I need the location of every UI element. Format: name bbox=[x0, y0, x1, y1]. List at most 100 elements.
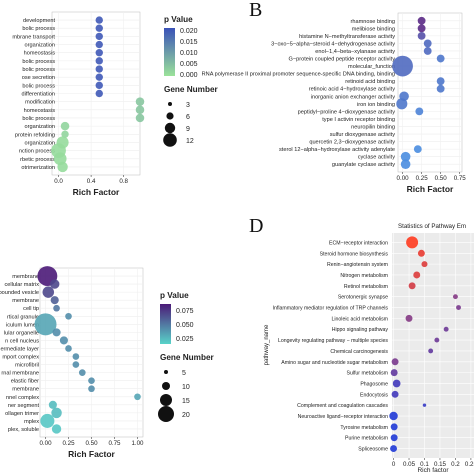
category-label: Nitrogen metabolism bbox=[340, 273, 388, 279]
data-point bbox=[417, 24, 426, 33]
legend-color-tick: 0.000 bbox=[180, 72, 198, 79]
data-point bbox=[434, 337, 440, 343]
data-point bbox=[51, 407, 62, 419]
category-label: Serotonergic synapse bbox=[338, 295, 388, 301]
panel-c-chart: membrane cellular matrix lane-bounded vesi… bbox=[0, 266, 215, 459]
data-point bbox=[95, 81, 103, 90]
category-label: retinoid acid binding bbox=[345, 79, 395, 85]
data-point bbox=[95, 57, 103, 65]
data-point bbox=[134, 393, 141, 401]
data-point bbox=[78, 369, 86, 376]
category-label: bolic process bbox=[22, 116, 55, 122]
category-label: nnel complex bbox=[6, 395, 39, 401]
data-point bbox=[95, 89, 103, 98]
category-label: Hippo signaling pathway bbox=[332, 327, 389, 333]
data-point bbox=[65, 312, 72, 320]
panel-label-d: D bbox=[249, 215, 263, 237]
legend-color-tick: 0.075 bbox=[176, 308, 194, 315]
data-point bbox=[53, 304, 60, 312]
data-point bbox=[65, 345, 72, 352]
x-tick-label: 0.75 bbox=[108, 440, 121, 447]
category-label: Neuroactive ligand−receptor interaction bbox=[298, 414, 389, 420]
data-point bbox=[95, 32, 103, 41]
x-axis-title: Rich Factor bbox=[68, 449, 115, 459]
legend-size-tick: 5 bbox=[182, 370, 186, 377]
legend-size-tick: 3 bbox=[186, 102, 190, 109]
x-tick-label: 0.0 bbox=[54, 178, 63, 185]
legend-size-dot bbox=[166, 112, 174, 120]
x-tick-label: 0.05 bbox=[403, 461, 416, 468]
x-tick-label: 0.75 bbox=[454, 175, 467, 182]
panel-a-chart: development bolic process mbrane transport… bbox=[12, 11, 219, 197]
category-label: Longevity regulating pathway − multiple … bbox=[278, 338, 388, 344]
data-point bbox=[95, 73, 103, 81]
data-point bbox=[391, 390, 399, 398]
data-point bbox=[72, 361, 80, 368]
category-label: RNA polymerase II proximal promoter sequ… bbox=[202, 72, 395, 78]
category-label: nction process bbox=[19, 149, 55, 155]
data-point bbox=[423, 39, 432, 48]
category-label: n cell nucleus bbox=[5, 338, 39, 344]
legend-size-dot bbox=[158, 406, 174, 422]
category-label: guanylate cyclase activity bbox=[332, 162, 395, 168]
category-label: cellular matrix bbox=[4, 282, 39, 288]
x-tick-label: 0.15 bbox=[434, 461, 447, 468]
category-label: iron ion binding bbox=[357, 102, 395, 108]
category-label: bolic process bbox=[22, 83, 55, 89]
category-label: melibiose binding bbox=[352, 26, 395, 32]
legend-color-tick: 0.015 bbox=[180, 39, 198, 46]
data-point bbox=[436, 77, 445, 86]
category-label: modification bbox=[25, 100, 55, 106]
category-label: organization bbox=[25, 140, 55, 146]
data-point bbox=[34, 313, 57, 336]
category-label: elastic fiber bbox=[11, 379, 39, 385]
category-label: Renin−angiotensin system bbox=[327, 262, 388, 268]
data-point bbox=[413, 145, 422, 154]
legend-size-dot bbox=[163, 133, 177, 147]
panel-d-chart: ECM−receptor interaction Steroid hormone … bbox=[264, 223, 474, 474]
data-point bbox=[135, 97, 145, 106]
category-label: ollagen trimer bbox=[5, 411, 39, 417]
x-tick-label: 0.4 bbox=[87, 178, 96, 185]
legend-color-tick: 0.020 bbox=[180, 28, 198, 35]
category-label: otrimerization bbox=[21, 165, 55, 171]
category-label: type I activin receptor binding bbox=[322, 117, 395, 123]
category-label: Tyrosine metabolism bbox=[340, 425, 388, 431]
data-point bbox=[417, 31, 426, 40]
category-label: rtical granule bbox=[7, 314, 39, 320]
legend-size-dot bbox=[160, 394, 172, 406]
x-tick-label: 0.00 bbox=[39, 440, 52, 447]
category-label: ner segment bbox=[8, 403, 40, 409]
panel-label-b: B bbox=[249, 0, 262, 21]
category-label: 3−oxo−5−alpha−steroid 4−dehydrogenase ac… bbox=[271, 41, 395, 47]
category-label: bolic process bbox=[22, 26, 55, 32]
data-point bbox=[135, 105, 145, 115]
legend-size-tick: 10 bbox=[182, 384, 190, 391]
category-label: protein refolding bbox=[15, 132, 55, 138]
category-label: Inflammatory mediator regulation of TRP … bbox=[273, 306, 389, 312]
category-label: peptidyl−proline 4−dioxygenase activity bbox=[298, 109, 396, 115]
data-point bbox=[413, 271, 421, 279]
data-point bbox=[61, 130, 69, 138]
legend-color-title: p Value bbox=[160, 291, 189, 300]
x-axis-title: Rich Factor bbox=[73, 187, 120, 197]
category-label: Phagosome bbox=[360, 381, 388, 387]
data-point bbox=[392, 379, 401, 388]
data-point bbox=[95, 40, 103, 49]
x-tick-label: 0.50 bbox=[85, 440, 98, 447]
legend-size-dot bbox=[164, 370, 168, 374]
category-label: cell tip bbox=[23, 306, 39, 312]
category-label: bolic process bbox=[22, 59, 55, 65]
category-label: Endocytosis bbox=[360, 392, 388, 398]
category-label: bolic process bbox=[22, 67, 55, 73]
data-point bbox=[428, 348, 434, 354]
category-label: mport complex bbox=[2, 355, 39, 361]
x-tick-label: 1.00 bbox=[131, 440, 144, 447]
category-label: Sulfur metabolism bbox=[346, 371, 388, 377]
data-point bbox=[396, 98, 408, 110]
data-point bbox=[51, 424, 62, 434]
category-label: lane-bounded vesicle bbox=[0, 290, 39, 296]
data-point bbox=[42, 286, 55, 298]
